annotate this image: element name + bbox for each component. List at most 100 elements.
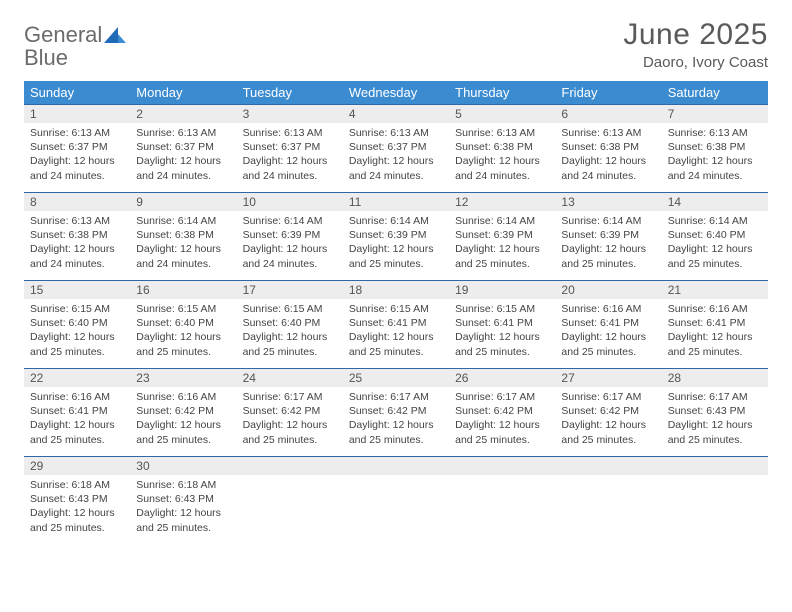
sunset-value: 6:39 PM [387, 229, 426, 241]
day-body: Sunrise: 6:15 AMSunset: 6:40 PMDaylight:… [24, 299, 130, 365]
daylight-label: Daylight: [349, 155, 390, 167]
calendar-day-cell [662, 456, 768, 544]
sunset-value: 6:40 PM [706, 229, 745, 241]
sunrise-line: Sunrise: 6:16 AM [668, 302, 762, 316]
sunset-label: Sunset: [243, 317, 279, 329]
sunset-value: 6:38 PM [69, 229, 108, 241]
sunrise-line: Sunrise: 6:14 AM [668, 214, 762, 228]
sunrise-label: Sunrise: [455, 127, 494, 139]
sunrise-line: Sunrise: 6:15 AM [455, 302, 549, 316]
sunset-value: 6:40 PM [69, 317, 108, 329]
day-number: 26 [449, 368, 555, 387]
logo-line2: Blue [24, 47, 126, 69]
calendar-day-cell: 6Sunrise: 6:13 AMSunset: 6:38 PMDaylight… [555, 104, 661, 192]
sunrise-line: Sunrise: 6:13 AM [30, 214, 124, 228]
sunset-label: Sunset: [349, 317, 385, 329]
daylight-line: Daylight: 12 hours and 25 minutes. [349, 242, 443, 270]
sunset-label: Sunset: [561, 229, 597, 241]
sunrise-label: Sunrise: [668, 215, 707, 227]
sunset-line: Sunset: 6:41 PM [668, 316, 762, 330]
calendar-day-cell: 29Sunrise: 6:18 AMSunset: 6:43 PMDayligh… [24, 456, 130, 544]
sunset-value: 6:41 PM [706, 317, 745, 329]
calendar-day-cell: 27Sunrise: 6:17 AMSunset: 6:42 PMDayligh… [555, 368, 661, 456]
sunrise-label: Sunrise: [349, 303, 388, 315]
daylight-line: Daylight: 12 hours and 24 minutes. [455, 154, 549, 182]
sunrise-line: Sunrise: 6:18 AM [30, 478, 124, 492]
daylight-line: Daylight: 12 hours and 25 minutes. [455, 330, 549, 358]
location: Daoro, Ivory Coast [623, 54, 768, 71]
day-body: Sunrise: 6:17 AMSunset: 6:42 PMDaylight:… [343, 387, 449, 453]
calendar-day-cell: 8Sunrise: 6:13 AMSunset: 6:38 PMDaylight… [24, 192, 130, 280]
sunrise-value: 6:17 AM [284, 391, 323, 403]
sunset-line: Sunset: 6:39 PM [349, 228, 443, 242]
sunset-label: Sunset: [561, 141, 597, 153]
day-number: 7 [662, 104, 768, 123]
sunrise-value: 6:17 AM [709, 391, 748, 403]
sunset-value: 6:40 PM [175, 317, 214, 329]
day-number: 21 [662, 280, 768, 299]
sunrise-label: Sunrise: [30, 479, 69, 491]
sunset-value: 6:38 PM [600, 141, 639, 153]
day-body: Sunrise: 6:13 AMSunset: 6:38 PMDaylight:… [449, 123, 555, 189]
sunset-value: 6:41 PM [387, 317, 426, 329]
sunrise-value: 6:13 AM [603, 127, 642, 139]
sunset-line: Sunset: 6:43 PM [30, 492, 124, 506]
day-body-empty [555, 475, 661, 535]
sunrise-value: 6:16 AM [709, 303, 748, 315]
sunset-label: Sunset: [668, 141, 704, 153]
sunset-label: Sunset: [455, 317, 491, 329]
sunrise-value: 6:14 AM [709, 215, 748, 227]
daylight-line: Daylight: 12 hours and 25 minutes. [136, 506, 230, 534]
day-body: Sunrise: 6:15 AMSunset: 6:41 PMDaylight:… [449, 299, 555, 365]
daylight-line: Daylight: 12 hours and 24 minutes. [243, 242, 337, 270]
sunrise-label: Sunrise: [243, 303, 282, 315]
calendar-day-cell: 7Sunrise: 6:13 AMSunset: 6:38 PMDaylight… [662, 104, 768, 192]
day-number: 6 [555, 104, 661, 123]
calendar-day-cell: 12Sunrise: 6:14 AMSunset: 6:39 PMDayligh… [449, 192, 555, 280]
sunrise-line: Sunrise: 6:16 AM [561, 302, 655, 316]
daylight-label: Daylight: [561, 243, 602, 255]
day-number: 4 [343, 104, 449, 123]
sunrise-label: Sunrise: [136, 215, 175, 227]
sunset-line: Sunset: 6:40 PM [668, 228, 762, 242]
sunrise-label: Sunrise: [243, 391, 282, 403]
sunrise-value: 6:17 AM [603, 391, 642, 403]
daylight-label: Daylight: [136, 243, 177, 255]
day-body: Sunrise: 6:14 AMSunset: 6:40 PMDaylight:… [662, 211, 768, 277]
daylight-label: Daylight: [561, 419, 602, 431]
sunset-label: Sunset: [668, 317, 704, 329]
sunset-value: 6:43 PM [69, 493, 108, 505]
daylight-line: Daylight: 12 hours and 24 minutes. [668, 154, 762, 182]
sunrise-line: Sunrise: 6:17 AM [561, 390, 655, 404]
sunset-label: Sunset: [668, 405, 704, 417]
logo-line1: General [24, 22, 102, 47]
daylight-label: Daylight: [455, 243, 496, 255]
sunrise-value: 6:14 AM [390, 215, 429, 227]
daylight-label: Daylight: [455, 331, 496, 343]
sunset-label: Sunset: [30, 317, 66, 329]
sunset-label: Sunset: [136, 317, 172, 329]
sunrise-line: Sunrise: 6:15 AM [136, 302, 230, 316]
daylight-label: Daylight: [30, 419, 71, 431]
day-number: 8 [24, 192, 130, 211]
daylight-line: Daylight: 12 hours and 25 minutes. [30, 330, 124, 358]
sunrise-value: 6:18 AM [178, 479, 217, 491]
sunset-line: Sunset: 6:43 PM [136, 492, 230, 506]
day-number: 12 [449, 192, 555, 211]
calendar-day-cell: 25Sunrise: 6:17 AMSunset: 6:42 PMDayligh… [343, 368, 449, 456]
sunset-line: Sunset: 6:38 PM [561, 140, 655, 154]
calendar-day-cell: 5Sunrise: 6:13 AMSunset: 6:38 PMDaylight… [449, 104, 555, 192]
sunrise-line: Sunrise: 6:15 AM [243, 302, 337, 316]
day-number: 27 [555, 368, 661, 387]
day-body: Sunrise: 6:17 AMSunset: 6:42 PMDaylight:… [237, 387, 343, 453]
sunset-line: Sunset: 6:41 PM [455, 316, 549, 330]
sunrise-line: Sunrise: 6:14 AM [243, 214, 337, 228]
day-number: 18 [343, 280, 449, 299]
sunset-value: 6:38 PM [494, 141, 533, 153]
day-body-empty [343, 475, 449, 535]
sunset-value: 6:37 PM [387, 141, 426, 153]
sunrise-line: Sunrise: 6:18 AM [136, 478, 230, 492]
sunset-line: Sunset: 6:37 PM [243, 140, 337, 154]
day-number [237, 456, 343, 475]
sunrise-line: Sunrise: 6:17 AM [668, 390, 762, 404]
